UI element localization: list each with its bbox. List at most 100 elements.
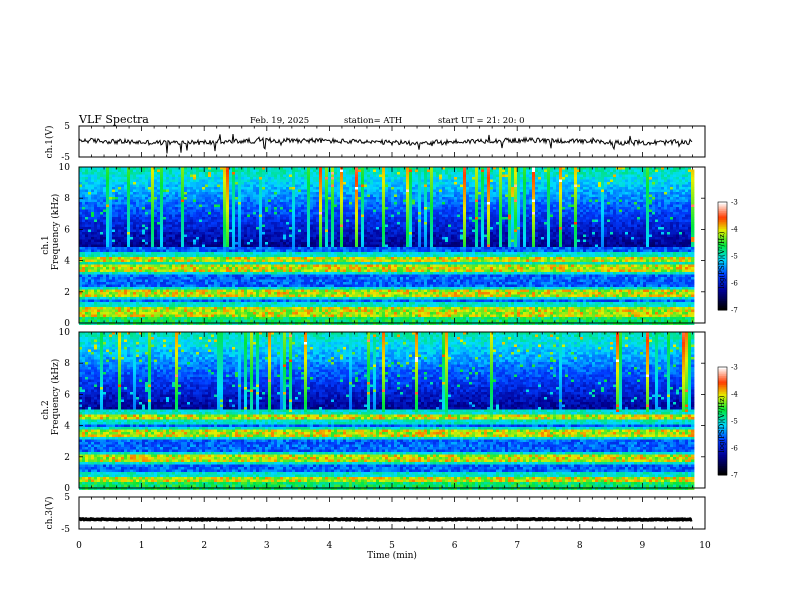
spectrogram-cell	[226, 212, 229, 215]
spectrogram-cell	[139, 250, 142, 253]
spectrogram-cell	[259, 225, 262, 228]
spectrogram-cell	[196, 300, 199, 303]
spectrogram-cell	[280, 180, 283, 183]
spectrogram-cell	[196, 267, 199, 270]
spectrogram-cell	[148, 267, 151, 270]
spectrogram-cell	[208, 215, 211, 218]
spectrogram-cell	[124, 257, 127, 260]
spectrogram-cell	[271, 217, 274, 220]
spectrogram-cell	[178, 320, 181, 323]
spectrogram-cell	[217, 320, 220, 323]
spectrogram-cell	[307, 215, 310, 218]
spectrogram-cell	[298, 292, 301, 295]
spectrogram-cell	[118, 282, 121, 285]
spectrogram-cell	[211, 237, 214, 240]
spectrogram-cell	[202, 212, 205, 215]
spectrogram-cell	[289, 317, 292, 320]
spectrogram-cell	[298, 232, 301, 235]
spectrogram-cell	[301, 235, 304, 238]
spectrogram-cell	[262, 202, 265, 205]
spectrogram-cell	[157, 245, 160, 248]
spectrogram-cell	[112, 297, 115, 300]
spectrogram-cell	[292, 262, 295, 265]
spectrogram-cell	[265, 187, 268, 190]
ch1-waveform-trace	[79, 134, 692, 153]
spectrogram-cell	[112, 180, 115, 183]
spectrogram-cell	[202, 177, 205, 180]
spectrogram-cell	[79, 190, 82, 193]
spectrogram-cell	[226, 292, 229, 295]
spectrogram-cell	[280, 270, 283, 273]
spectrogram-cell	[271, 270, 274, 273]
spectrogram-cell	[193, 225, 196, 228]
spectrogram-cell	[262, 212, 265, 215]
spectrogram-cell	[298, 180, 301, 183]
spectrogram-cell	[145, 170, 148, 173]
spectrogram-cell	[304, 302, 307, 305]
spectrogram-cell	[139, 292, 142, 295]
spectrogram-cell	[160, 252, 163, 255]
spectrogram-cell	[253, 280, 256, 283]
spectrogram-cell	[178, 250, 181, 253]
spectrogram-cell	[277, 312, 280, 315]
spectrogram-cell	[199, 175, 202, 178]
spectrogram-cell	[220, 200, 223, 203]
spectrogram-cell	[172, 275, 175, 278]
spectrogram-cell	[82, 282, 85, 285]
spectrogram-cell	[136, 202, 139, 205]
spectrogram-cell	[154, 282, 157, 285]
spectrogram-cell	[226, 260, 229, 263]
spectrogram-cell	[88, 177, 91, 180]
spectrogram-cell	[136, 285, 139, 288]
spectrogram-cell	[274, 265, 277, 268]
spectrogram-cell	[175, 267, 178, 270]
spectrogram-cell	[256, 250, 259, 253]
spectrogram-cell	[133, 280, 136, 283]
spectrogram-cell	[142, 170, 145, 173]
spectrogram-cell	[304, 195, 307, 198]
spectrogram-cell	[205, 300, 208, 303]
spectrogram-cell	[163, 202, 166, 205]
spectrogram-cell	[112, 275, 115, 278]
spectrogram-cell	[172, 267, 175, 270]
spectrogram-cell	[190, 222, 193, 225]
spectrogram-cell	[133, 300, 136, 303]
spectrogram-cell	[268, 307, 271, 310]
spectrogram-cell	[271, 175, 274, 178]
spectrogram-cell	[166, 215, 169, 218]
spectrogram-cell	[88, 200, 91, 203]
spectrogram-cell	[100, 232, 103, 235]
spectrogram-cell	[238, 320, 241, 323]
spectrogram-cell	[199, 265, 202, 268]
spectrogram-cell	[277, 235, 280, 238]
spectrogram-cell	[238, 217, 241, 220]
spectrogram-cell	[154, 267, 157, 270]
spectrogram-cell	[304, 177, 307, 180]
spectrogram-cell	[304, 202, 307, 205]
spectrogram-cell	[157, 217, 160, 220]
spectrogram-cell	[232, 297, 235, 300]
spectrogram-cell	[310, 215, 313, 218]
spectrogram-cell	[205, 302, 208, 305]
spectrogram-cell	[277, 222, 280, 225]
spectrogram-cell	[148, 200, 151, 203]
spectrogram-cell	[103, 175, 106, 178]
spectrogram-cell	[100, 220, 103, 223]
spectrogram-cell	[157, 202, 160, 205]
spectrogram-cell	[280, 300, 283, 303]
spectrogram-cell	[214, 222, 217, 225]
spectrogram-cell	[265, 237, 268, 240]
spectrogram-cell	[238, 295, 241, 298]
spectrogram-cell	[85, 220, 88, 223]
spectrogram-cell	[193, 305, 196, 308]
spectrogram-cell	[178, 192, 181, 195]
spectrogram-cell	[184, 292, 187, 295]
spectrogram-cell	[250, 315, 253, 318]
spectrogram-cell	[271, 312, 274, 315]
spectrogram-cell	[79, 185, 82, 188]
spectrogram-cell	[289, 200, 292, 203]
spectrogram-cell	[268, 200, 271, 203]
spectrogram-cell	[82, 192, 85, 195]
spectrogram-cell	[127, 260, 130, 263]
spectrogram-cell	[226, 272, 229, 275]
